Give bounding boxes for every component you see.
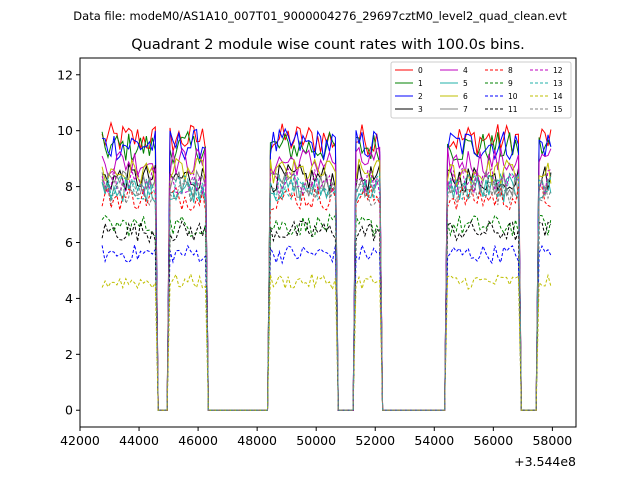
x-tick-label: 44000: [119, 433, 159, 448]
legend-box: [390, 61, 572, 119]
x-axis: 42000 44000 46000 48000 50000 52000 54000 56000…: [60, 427, 572, 448]
y-tick-label: 0: [65, 403, 73, 418]
legend-label-6: 6: [463, 92, 468, 101]
legend-label-4: 4: [463, 66, 468, 75]
series-line-module-8: [101, 185, 552, 411]
y-tick-label: 4: [65, 291, 73, 306]
series-line-module-15: [101, 178, 552, 411]
legend-label-3: 3: [418, 105, 423, 114]
x-offset-label: +3.544e8: [514, 454, 576, 469]
legend-label-9: 9: [508, 79, 513, 88]
legend-label-2: 2: [418, 92, 423, 101]
x-tick-label: 54000: [414, 433, 454, 448]
series-line-module-11: [101, 220, 552, 411]
legend-label-15: 15: [553, 105, 563, 114]
x-tick-label: 48000: [237, 433, 277, 448]
chart-title: Quadrant 2 module wise count rates with …: [131, 37, 525, 53]
y-tick-label: 10: [57, 123, 73, 138]
x-tick-label: 46000: [178, 433, 218, 448]
legend-label-5: 5: [463, 79, 468, 88]
y-axis: 0 2 4 6 8 10 12: [57, 67, 80, 418]
x-tick-label: 52000: [355, 433, 395, 448]
y-tick-label: 8: [65, 179, 73, 194]
series-line-module-14: [101, 272, 552, 411]
series-line-module-5: [101, 175, 552, 411]
series-line-module-12: [101, 167, 552, 411]
legend-label-7: 7: [463, 105, 468, 114]
legend-label-1: 1: [418, 79, 423, 88]
data-file-caption: Data file: modeM0/AS1A10_007T01_90000042…: [73, 9, 567, 23]
legend-label-11: 11: [508, 105, 518, 114]
series-line-module-10: [101, 243, 552, 411]
legend-label-14: 14: [553, 92, 563, 101]
legend-label-12: 12: [553, 66, 563, 75]
x-tick-label: 42000: [60, 433, 100, 448]
series-line-module-3: [102, 162, 552, 411]
x-tick-label: 50000: [296, 433, 336, 448]
y-tick-label: 12: [57, 67, 73, 82]
y-tick-label: 2: [65, 347, 73, 362]
legend-label-0: 0: [418, 66, 423, 75]
x-tick-label: 56000: [473, 433, 513, 448]
legend-label-8: 8: [508, 66, 513, 75]
series-line-module-2: [102, 127, 552, 411]
legend-label-13: 13: [553, 79, 563, 88]
x-tick-label: 58000: [532, 433, 572, 448]
series-layer: [101, 120, 552, 411]
legend-label-10: 10: [508, 92, 518, 101]
y-tick-label: 6: [65, 235, 73, 250]
